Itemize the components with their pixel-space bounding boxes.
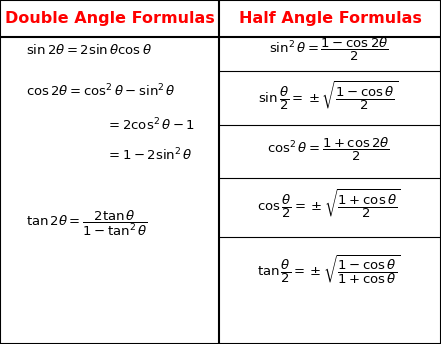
Text: $\cos 2\theta = \cos^2 \theta - \sin^2 \theta$: $\cos 2\theta = \cos^2 \theta - \sin^2 \… (26, 83, 176, 99)
Text: Double Angle Formulas: Double Angle Formulas (5, 11, 214, 26)
Text: $= 1 - 2\sin^2 \theta$: $= 1 - 2\sin^2 \theta$ (106, 147, 193, 164)
Text: $\sin^2 \theta = \dfrac{1 - \cos 2\theta}{2}$: $\sin^2 \theta = \dfrac{1 - \cos 2\theta… (269, 36, 389, 63)
Text: $\sin \dfrac{\theta}{2} = \pm\sqrt{\dfrac{1 - \cos \theta}{2}}$: $\sin \dfrac{\theta}{2} = \pm\sqrt{\dfra… (258, 80, 399, 113)
Text: $\tan \dfrac{\theta}{2} = \pm\sqrt{\dfrac{1 - \cos \theta}{1 + \cos \theta}}$: $\tan \dfrac{\theta}{2} = \pm\sqrt{\dfra… (257, 254, 400, 287)
Text: Half Angle Formulas: Half Angle Formulas (239, 11, 422, 26)
Text: $\tan 2\theta = \dfrac{2\tan \theta}{1 - \tan^2 \theta}$: $\tan 2\theta = \dfrac{2\tan \theta}{1 -… (26, 209, 148, 238)
Text: $\sin 2\theta = 2\sin \theta \cos \theta$: $\sin 2\theta = 2\sin \theta \cos \theta… (26, 43, 153, 57)
Text: $\cos^2 \theta = \dfrac{1 + \cos 2\theta}{2}$: $\cos^2 \theta = \dfrac{1 + \cos 2\theta… (267, 136, 390, 163)
Text: $\cos \dfrac{\theta}{2} = \pm\sqrt{\dfrac{1 + \cos \theta}{2}}$: $\cos \dfrac{\theta}{2} = \pm\sqrt{\dfra… (257, 188, 400, 221)
Text: $= 2\cos^2 \theta - 1$: $= 2\cos^2 \theta - 1$ (106, 116, 195, 133)
